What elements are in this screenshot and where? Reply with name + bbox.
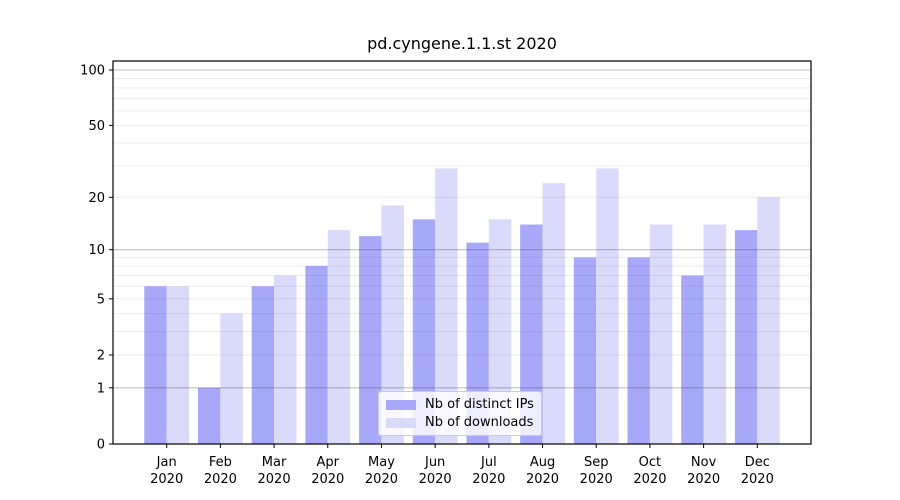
chart-title: pd.cyngene.1.1.st 2020 xyxy=(367,34,557,53)
x-tick-label-year: 2020 xyxy=(741,472,774,487)
bar-distinct-ips-mar-2020 xyxy=(251,286,275,444)
x-tick-label-month: Oct xyxy=(639,455,661,470)
bar-distinct-ips-jun-2020 xyxy=(412,219,436,444)
bar-downloads-oct-2020 xyxy=(649,224,673,444)
y-tick-label: 2 xyxy=(97,348,105,363)
bar-downloads-sep-2020 xyxy=(596,168,619,444)
x-tick-label-month: Nov xyxy=(691,455,717,470)
bar-downloads-nov-2020 xyxy=(703,224,727,444)
legend-swatch-distinct-ips xyxy=(386,399,416,410)
bar-distinct-ips-aug-2020 xyxy=(520,224,543,444)
x-tick-label-year: 2020 xyxy=(580,472,613,487)
plot-border xyxy=(112,60,812,445)
bar-distinct-ips-nov-2020 xyxy=(681,275,704,444)
x-tick-label-month: Feb xyxy=(209,455,232,470)
x-tick-label-month: Apr xyxy=(317,455,340,470)
x-tick-label-month: Jul xyxy=(480,455,497,470)
bar-downloads-jun-2020 xyxy=(435,168,458,444)
legend-swatch-downloads xyxy=(386,417,416,428)
legend-label-downloads: Nb of downloads xyxy=(425,414,534,430)
bar-distinct-ips-oct-2020 xyxy=(627,257,650,444)
x-tick-label-year: 2020 xyxy=(526,472,559,487)
x-tick-label-year: 2020 xyxy=(419,472,452,487)
x-tick-label-month: Sep xyxy=(584,455,609,470)
bar-distinct-ips-dec-2020 xyxy=(734,230,758,444)
bar-distinct-ips-feb-2020 xyxy=(197,387,221,444)
bar-downloads-aug-2020 xyxy=(542,183,565,444)
x-tick-label-month: Dec xyxy=(745,455,770,470)
x-tick-label-month: Jan xyxy=(156,455,177,470)
y-tick-label: 20 xyxy=(88,191,105,206)
x-tick-label-month: May xyxy=(368,455,395,470)
x-tick-label-year: 2020 xyxy=(633,472,666,487)
bar-downloads-jan-2020 xyxy=(166,286,190,444)
y-tick-label: 50 xyxy=(88,119,105,134)
x-tick-label-month: Mar xyxy=(262,455,287,470)
y-tick-label: 100 xyxy=(80,64,105,79)
y-tick-label: 1 xyxy=(97,381,105,396)
x-tick-label-year: 2020 xyxy=(311,472,344,487)
bar-distinct-ips-may-2020 xyxy=(359,236,382,444)
y-tick-label: 10 xyxy=(88,243,105,258)
bar-downloads-feb-2020 xyxy=(220,313,243,444)
bar-downloads-may-2020 xyxy=(381,205,404,444)
bar-downloads-apr-2020 xyxy=(327,230,351,444)
bar-downloads-mar-2020 xyxy=(274,275,297,444)
x-tick-label-year: 2020 xyxy=(258,472,291,487)
x-tick-label-year: 2020 xyxy=(365,472,398,487)
bar-downloads-dec-2020 xyxy=(757,197,780,444)
legend-label-distinct-ips: Nb of distinct IPs xyxy=(425,396,534,412)
x-tick-label-year: 2020 xyxy=(204,472,237,487)
x-tick-label-year: 2020 xyxy=(150,472,183,487)
bar-distinct-ips-jan-2020 xyxy=(144,286,167,444)
bar-downloads-jul-2020 xyxy=(488,219,512,444)
x-tick-label-year: 2020 xyxy=(687,472,720,487)
x-tick-label-year: 2020 xyxy=(472,472,505,487)
x-tick-label-month: Aug xyxy=(530,455,555,470)
y-tick-label: 0 xyxy=(97,438,105,453)
bar-distinct-ips-apr-2020 xyxy=(305,265,328,444)
legend-row: Nb of distinct IPs xyxy=(386,396,541,412)
x-tick-label-month: Jun xyxy=(424,455,445,470)
legend-row: Nb of downloads xyxy=(386,414,541,430)
y-tick-label: 5 xyxy=(97,292,105,307)
legend: Nb of distinct IPs Nb of downloads xyxy=(378,391,542,436)
bar-distinct-ips-sep-2020 xyxy=(573,257,597,444)
